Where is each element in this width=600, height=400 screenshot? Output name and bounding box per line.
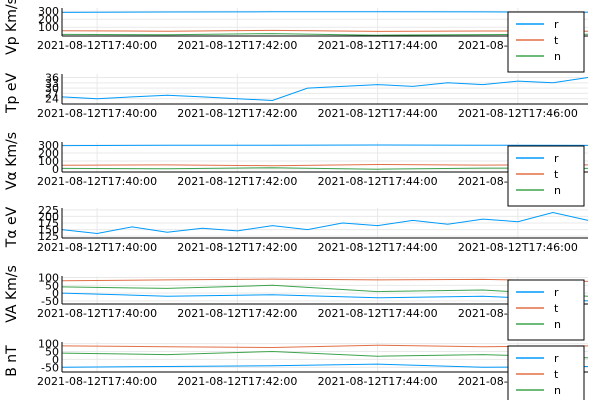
x-tick-label: 2021-08-12T17:40:00: [37, 107, 157, 120]
legend-label: t: [554, 168, 559, 181]
y-tick-label: 100: [38, 338, 59, 351]
x-tick-label: 2021-08-12T17:42:00: [177, 241, 297, 254]
x-tick-label: 2021-08-12T17:44:00: [318, 307, 438, 320]
series-line-r: [61, 292, 589, 302]
y-tick-label: 0: [52, 287, 59, 300]
y-axis-label: Vp Km/s: [4, 0, 20, 55]
legend: rtn: [507, 279, 585, 341]
x-tick-label: 2021-08-12T17:46:00: [458, 107, 578, 120]
legend-label: n: [554, 318, 561, 331]
legend-label: t: [554, 368, 559, 381]
legend-label: r: [554, 18, 559, 31]
legend-label: r: [554, 152, 559, 165]
series-line-t: [61, 344, 589, 349]
y-tick-label: 200: [38, 13, 59, 26]
legend-label: r: [554, 286, 559, 299]
y-tick-label: 0: [52, 163, 59, 176]
legend-label: t: [554, 34, 559, 47]
y-tick-label: 50: [45, 345, 59, 358]
series-line-n: [61, 33, 589, 36]
y-tick-label: -50: [41, 295, 59, 308]
legend-label: n: [554, 384, 561, 397]
y-tick-label: 150: [38, 224, 59, 237]
x-tick-label: 2021-08-12T17:40:00: [37, 241, 157, 254]
series-line-r: [61, 144, 589, 147]
y-tick-label: 300: [38, 5, 59, 18]
series-line-n: [61, 284, 589, 297]
x-tick-label: 2021-08-12T17:42:00: [177, 375, 297, 388]
x-tick-label: 2021-08-12T17:44:00: [318, 39, 438, 52]
x-tick-label: 2021-08-12T17:44:00: [318, 175, 438, 188]
legend-box: [507, 11, 585, 73]
y-tick-label: 0: [52, 353, 59, 366]
x-tick-label: 2021-08-12T17:42:00: [177, 307, 297, 320]
series-line-r: [61, 363, 589, 368]
y-tick-label: 200: [38, 210, 59, 223]
x-tick-label: 2021-08-12T17:42:00: [177, 107, 297, 120]
legend-box: [507, 279, 585, 341]
series-line-value: [61, 77, 589, 102]
x-tick-label: 2021-08-12T17:44:00: [318, 107, 438, 120]
x-tick-label: 2021-08-12T17:40:00: [37, 175, 157, 188]
x-tick-label: 2021-08-12T17:46:00: [458, 241, 578, 254]
y-tick-label: 27: [45, 87, 59, 100]
y-tick-label: 175: [38, 217, 59, 230]
series-line-t: [61, 163, 589, 167]
y-axis-label: B nT: [4, 345, 20, 377]
x-tick-label: 2021-08-12T17:42:00: [177, 39, 297, 52]
x-tick-label: 2021-08-12T17:44:00: [318, 241, 438, 254]
y-tick-label: 30: [45, 82, 59, 95]
legend-label: n: [554, 50, 561, 63]
y-axis-label: Vα Km/s: [4, 132, 20, 190]
y-tick-label: 200: [38, 147, 59, 160]
y-tick-label: 24: [45, 93, 59, 106]
series-line-t: [61, 29, 589, 32]
y-axis-label: Tp eV: [4, 73, 20, 115]
y-tick-label: 125: [38, 230, 59, 243]
legend-box: [507, 345, 585, 400]
y-tick-label: 300: [38, 139, 59, 152]
y-tick-label: 100: [38, 272, 59, 285]
legend: rtn: [507, 145, 585, 207]
y-tick-label: 33: [45, 77, 59, 90]
legend-label: n: [554, 184, 561, 197]
y-axis-label: VA Km/s: [4, 265, 20, 323]
legend: rtn: [507, 345, 585, 400]
y-axis-label: Tα eV: [4, 206, 20, 248]
y-tick-label: 50: [45, 279, 59, 292]
y-tick-label: 100: [38, 21, 59, 34]
series-line-t: [61, 278, 589, 282]
series-line-n: [61, 167, 589, 170]
series-line-value: [61, 211, 589, 235]
legend-label: t: [554, 302, 559, 315]
legend-label: r: [554, 352, 559, 365]
legend-box: [507, 145, 585, 207]
series-line-r: [61, 11, 589, 13]
y-tick-label: -50: [41, 361, 59, 374]
y-tick-label: 100: [38, 155, 59, 168]
legend: rtn: [507, 11, 585, 73]
series-line-n: [61, 350, 589, 359]
x-tick-label: 2021-08-12T17:40:00: [37, 307, 157, 320]
x-tick-label: 2021-08-12T17:44:00: [318, 375, 438, 388]
x-tick-label: 2021-08-12T17:42:00: [177, 175, 297, 188]
y-tick-label: 36: [45, 72, 59, 85]
y-tick-label: 225: [38, 204, 59, 217]
x-tick-label: 2021-08-12T17:40:00: [37, 375, 157, 388]
x-tick-label: 2021-08-12T17:40:00: [37, 39, 157, 52]
